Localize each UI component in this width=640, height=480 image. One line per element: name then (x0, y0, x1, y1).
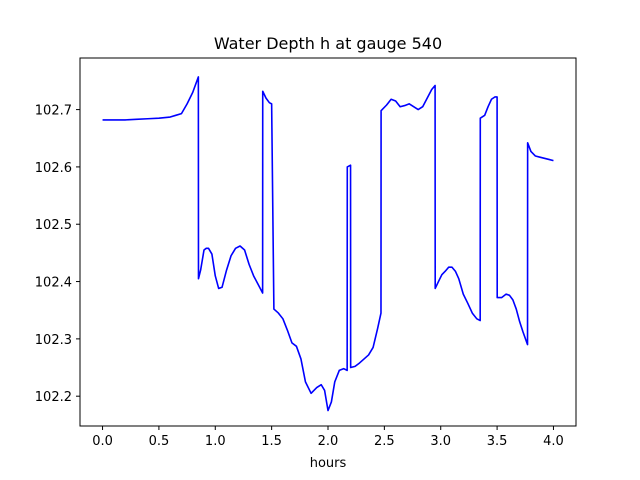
x-tick-label: 2.5 (374, 434, 395, 449)
chart-title: Water Depth h at gauge 540 (214, 34, 442, 53)
x-tick-label: 1.5 (261, 434, 282, 449)
y-tick-label: 102.6 (35, 161, 72, 176)
y-tick-label: 102.5 (35, 218, 72, 233)
x-tick-label: 3.0 (430, 434, 451, 449)
plot-area-frame (79, 57, 577, 427)
y-axis: 102.2 102.3 102.4 102.5 102.6 102.7 (35, 104, 80, 405)
y-tick-label: 102.7 (35, 104, 72, 119)
x-tick-label: 0.5 (149, 434, 170, 449)
x-tick-label: 4.0 (543, 434, 564, 449)
x-tick-label: 1.0 (205, 434, 226, 449)
series-line-0 (102, 76, 554, 412)
y-tick-label: 102.3 (35, 333, 72, 348)
x-tick-label: 2.0 (318, 434, 339, 449)
series-layer (102, 76, 554, 412)
x-tick-label: 3.5 (487, 434, 508, 449)
x-tick-label: 0.0 (92, 434, 113, 449)
x-axis: 0.0 0.5 1.0 1.5 2.0 2.5 3.0 3.5 4.0 (92, 426, 564, 449)
y-tick-label: 102.2 (35, 390, 72, 405)
y-tick-label: 102.4 (35, 276, 72, 291)
x-axis-title: hours (310, 456, 347, 471)
